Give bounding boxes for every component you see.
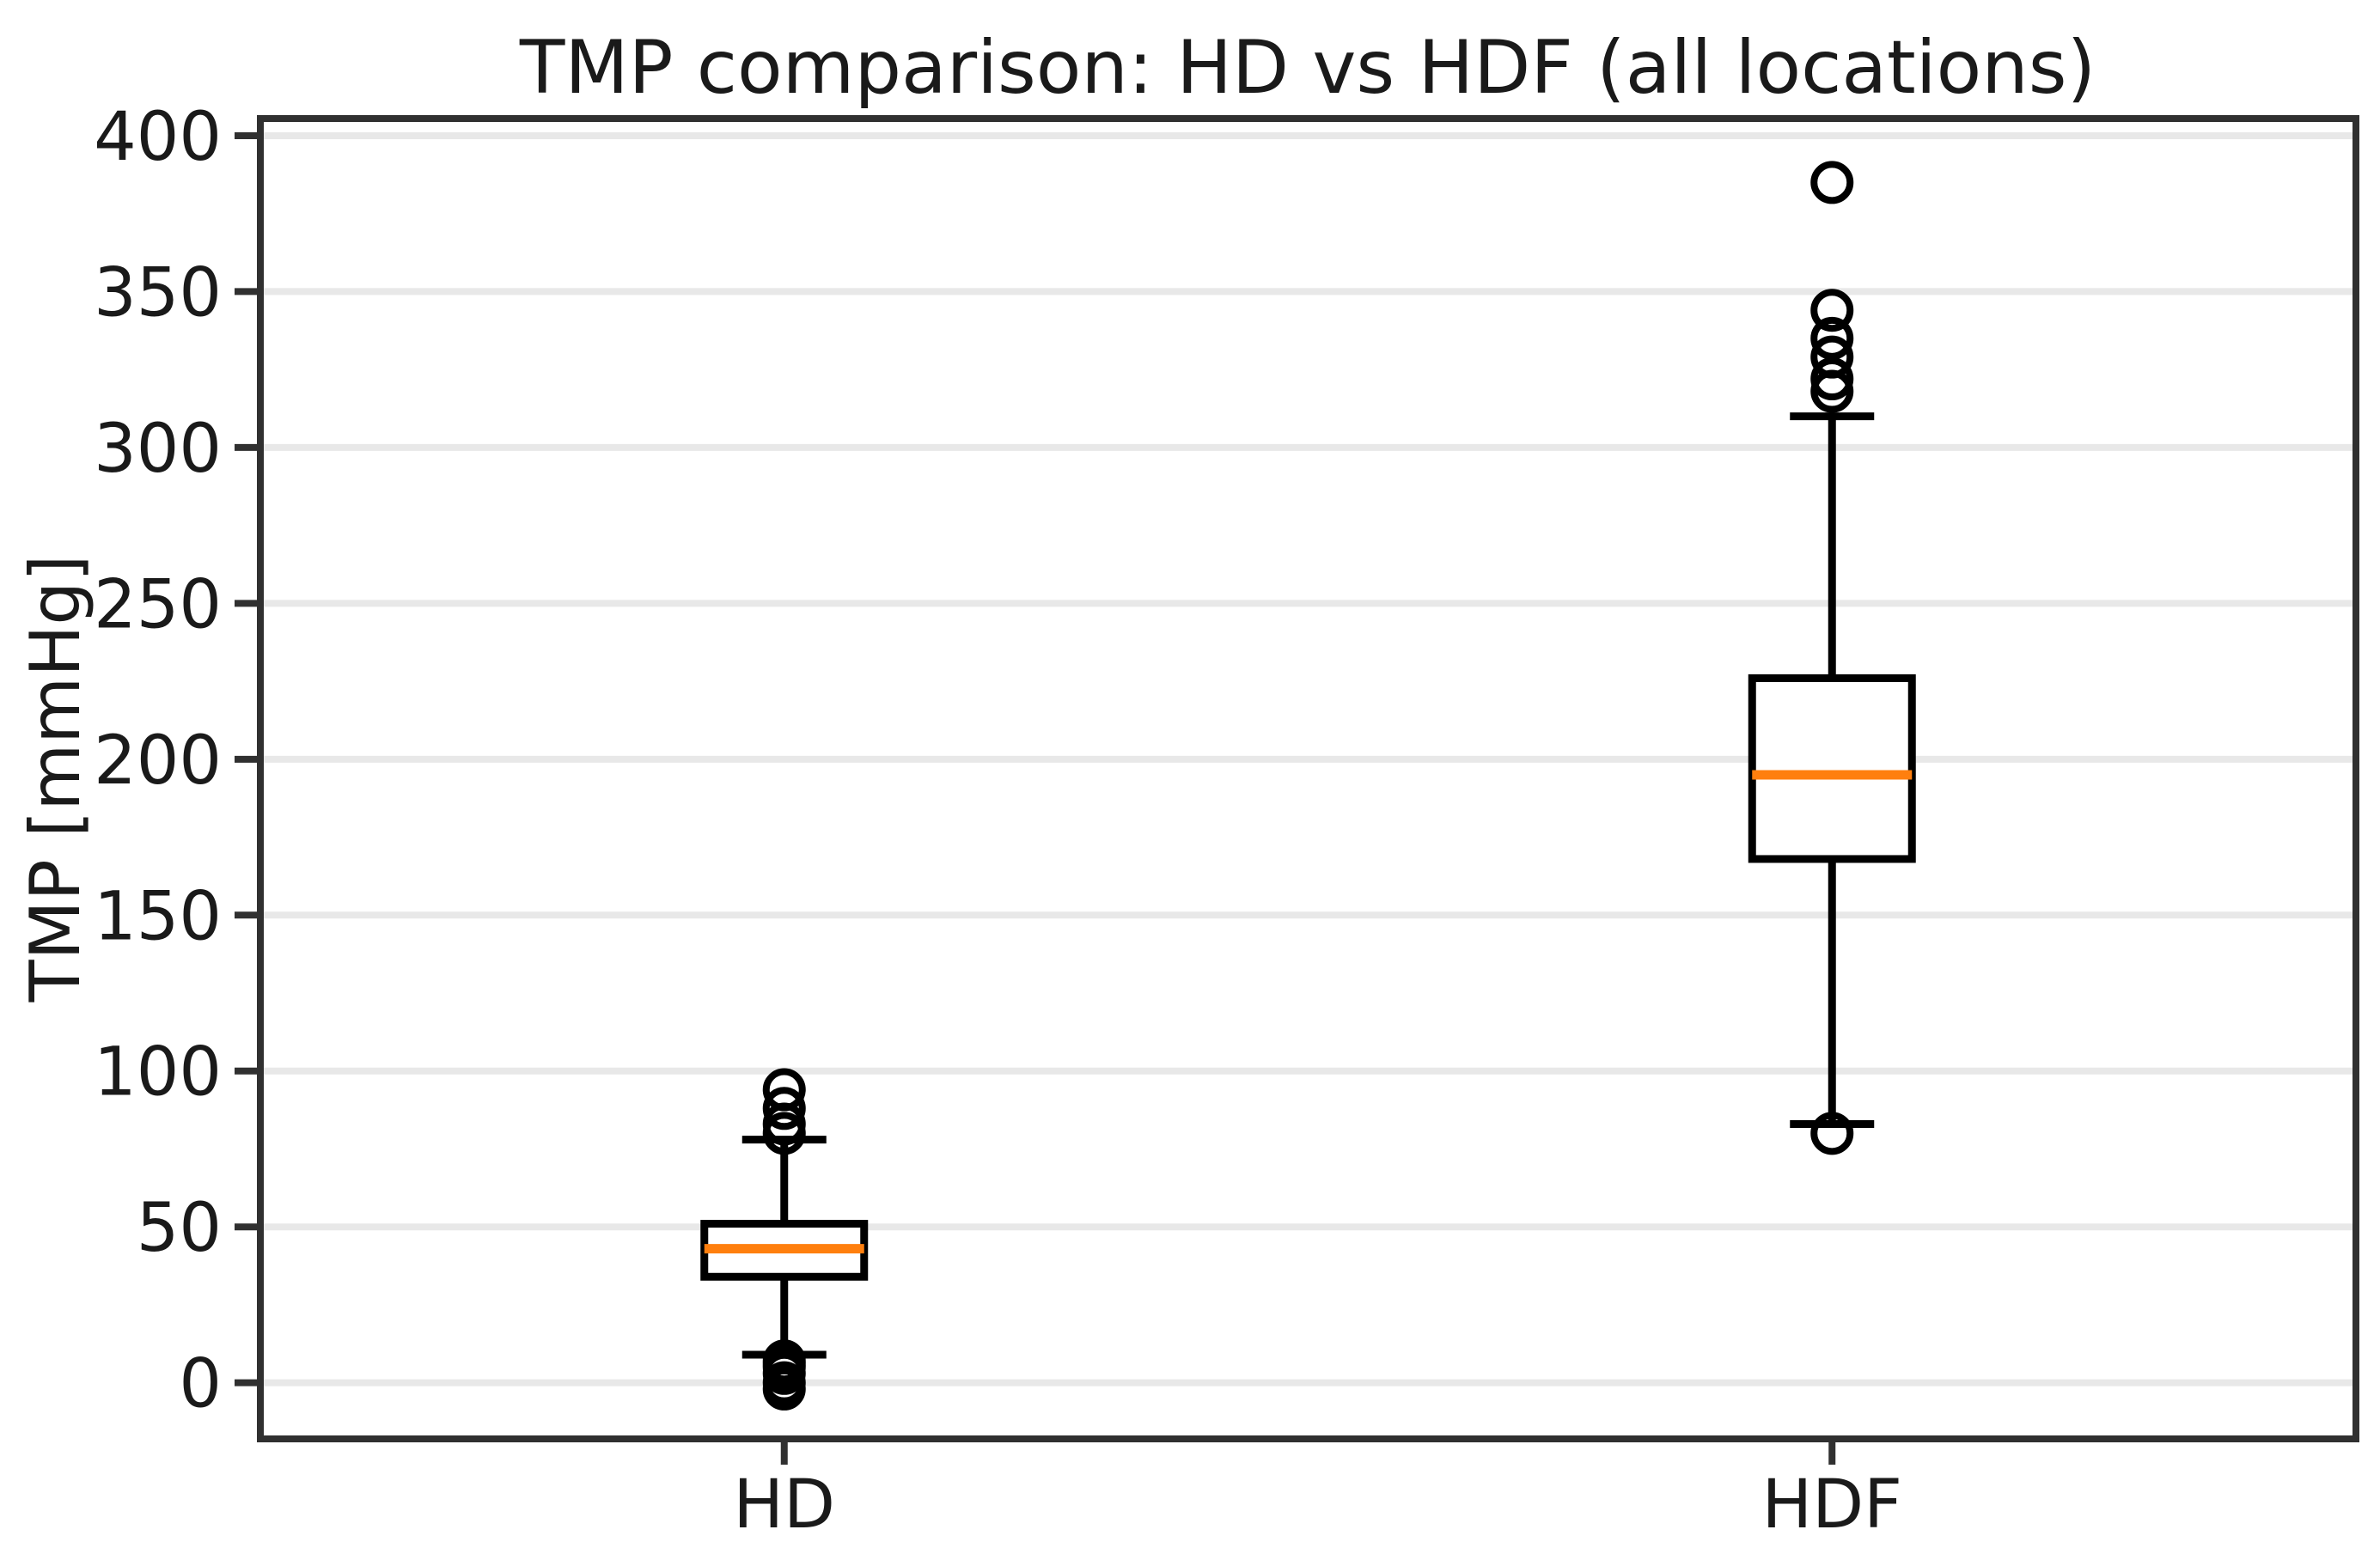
outlier-point [1810, 1112, 1854, 1155]
plot-border [257, 115, 2359, 1442]
box-hdf [1748, 161, 1916, 1155]
boxes-group [700, 161, 1916, 1411]
y-axis-label: TMP [mmHg] [15, 555, 95, 1003]
y-tick-label: 250 [94, 566, 222, 643]
outlier-point [1810, 289, 1854, 332]
x-tick-label: HDF [1761, 1466, 1902, 1544]
y-tick-label: 350 [94, 254, 222, 332]
chart-title: TMP comparison: HD vs HDF (all locations… [519, 25, 2096, 111]
y-tick-label: 0 [179, 1346, 222, 1423]
outlier-point [762, 1367, 806, 1411]
gridlines-group [260, 131, 2356, 1386]
y-tick-label: 400 [94, 99, 222, 176]
outlier-point [1810, 369, 1854, 413]
iqr-box [1748, 673, 1916, 863]
x-tick-label: HD [733, 1466, 835, 1544]
y-axis-ticks-group: 0 50 100 150 200 250 300 350 400 [94, 99, 260, 1423]
outlier-point [762, 1087, 806, 1130]
box-hd [700, 1068, 869, 1411]
outlier-point [1810, 161, 1854, 204]
y-tick-label: 50 [137, 1190, 222, 1267]
outlier-point [1810, 316, 1854, 360]
y-tick-label: 150 [94, 878, 222, 955]
outlier-point [1810, 357, 1854, 401]
y-tick-label: 300 [94, 411, 222, 488]
x-axis-ticks-group: HD HDF [733, 1439, 1902, 1544]
y-tick-label: 100 [94, 1034, 222, 1112]
outlier-point [762, 1112, 806, 1155]
y-tick-label: 200 [94, 722, 222, 800]
